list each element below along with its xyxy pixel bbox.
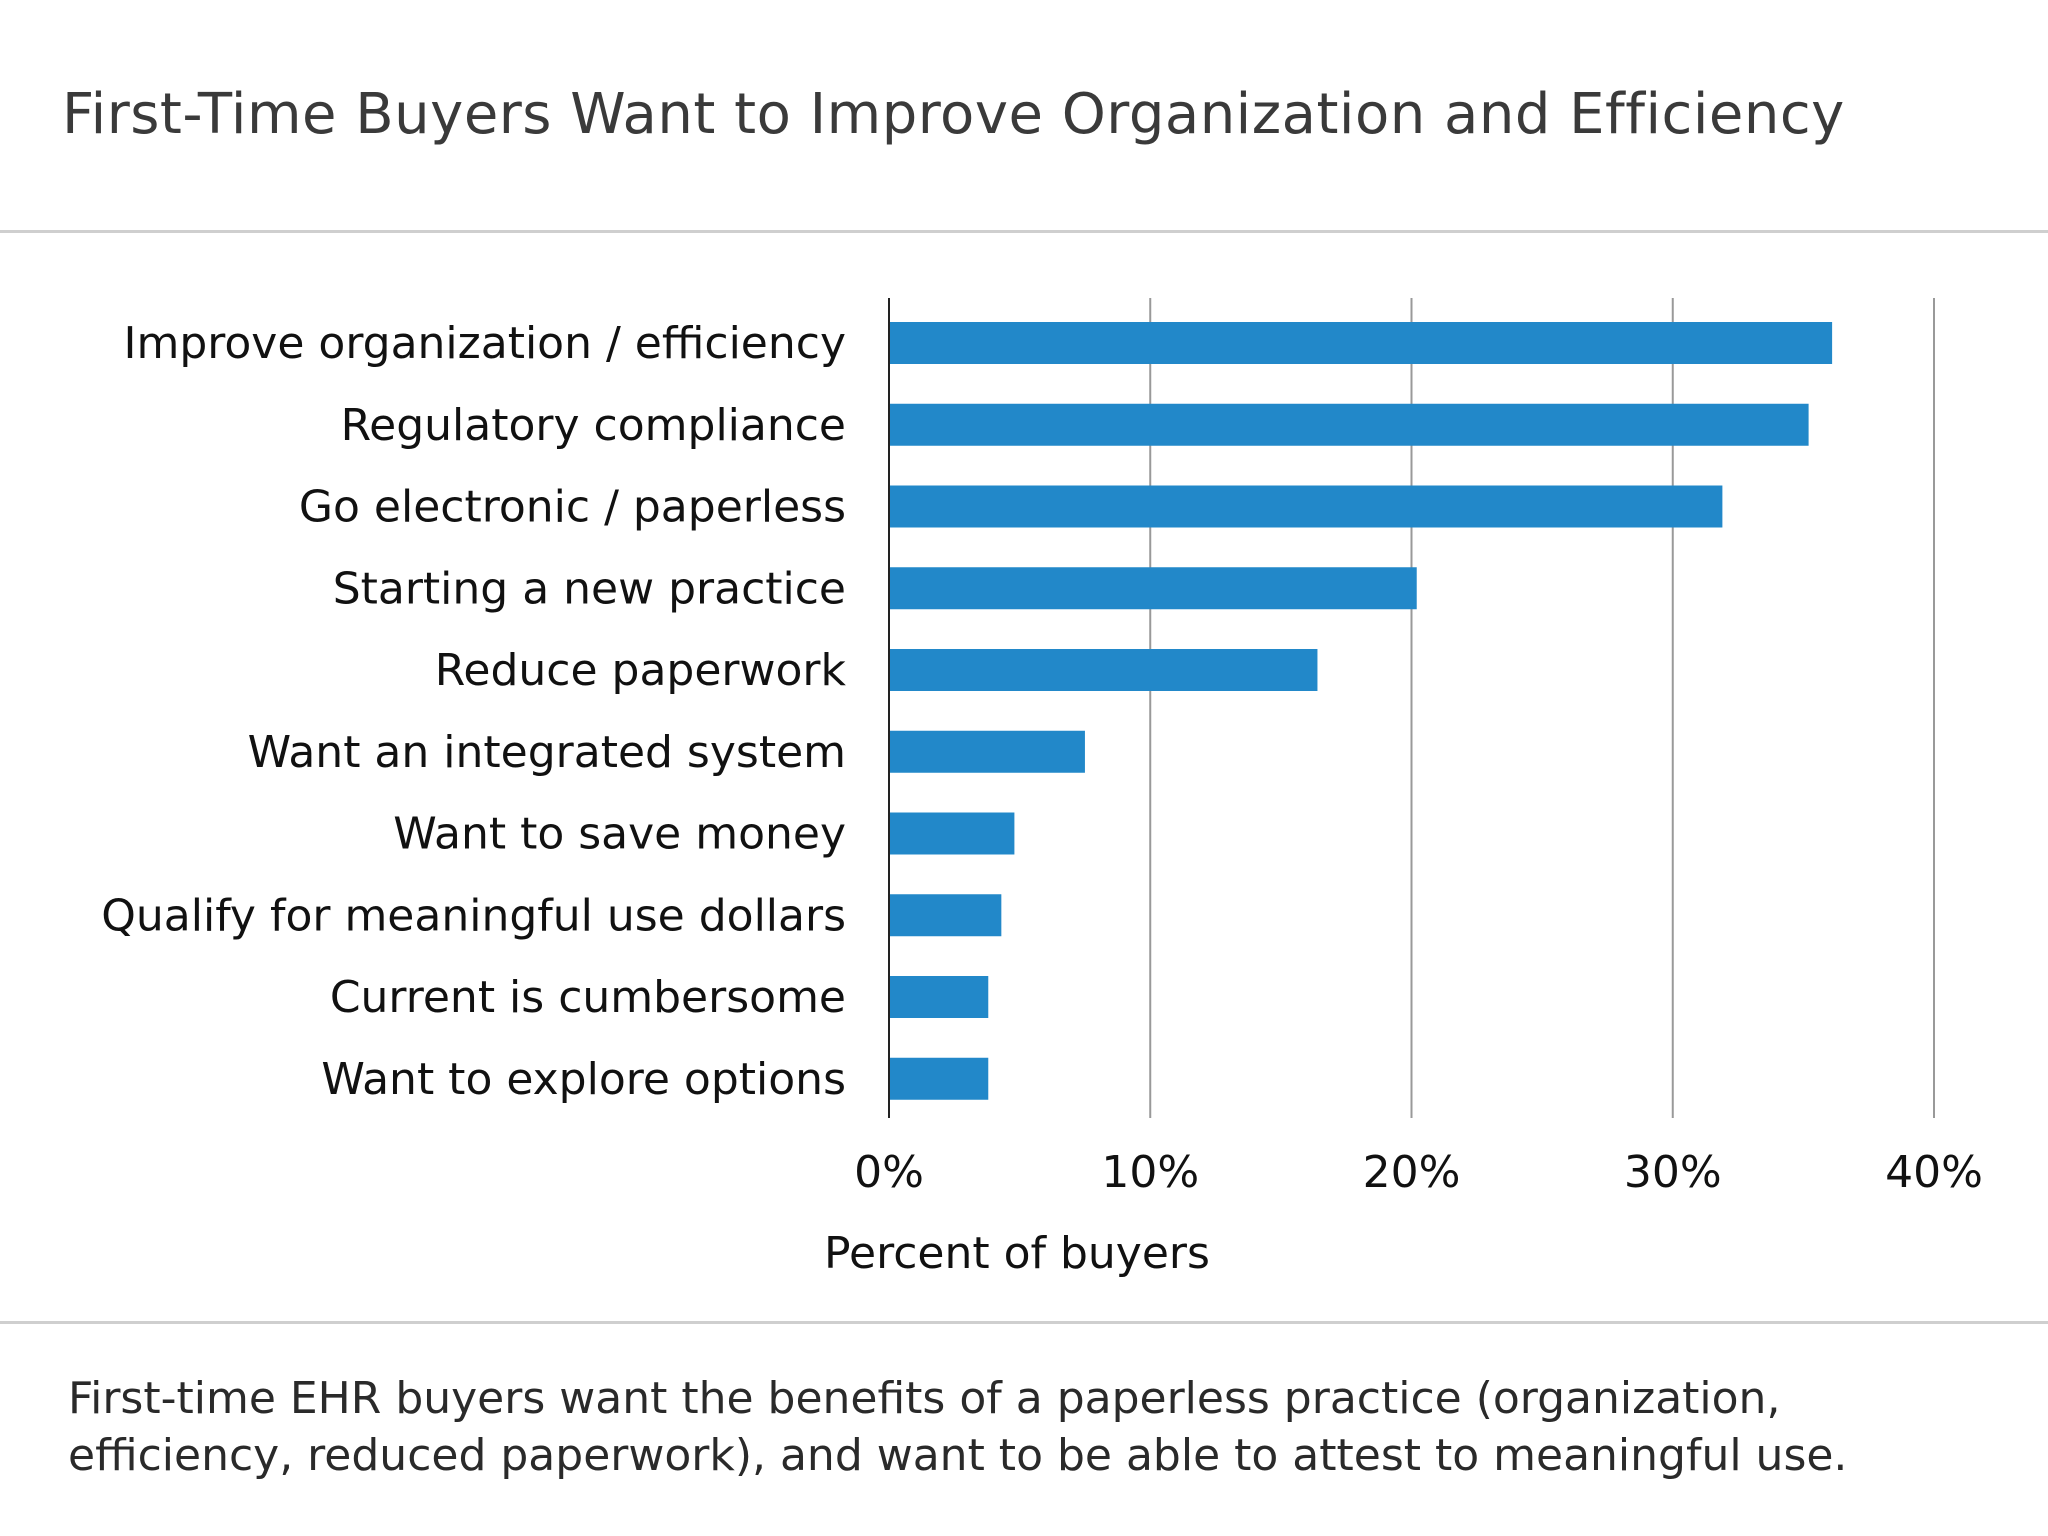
bar (889, 322, 1833, 364)
chart-caption: First-time EHR buyers want the benefits … (68, 1373, 1848, 1481)
bar (889, 567, 1417, 610)
x-tick-label: 0% (854, 1147, 924, 1198)
bar (889, 1057, 989, 1100)
category-label: Current is cumbersome (330, 972, 846, 1023)
category-label: Starting a new practice (333, 563, 846, 614)
bar (889, 403, 1809, 446)
bar (889, 649, 1318, 691)
bottom-divider (0, 1321, 2048, 1324)
category-label: Qualify for meaningful use dollars (101, 890, 846, 941)
bar (889, 976, 989, 1018)
chart-title: First-Time Buyers Want to Improve Organi… (62, 82, 1845, 147)
bar-chart: Improve organization / efficiency Regulat… (101, 298, 1983, 1279)
x-tick-label: 10% (1101, 1147, 1199, 1198)
bar (889, 812, 1015, 855)
bar (889, 894, 1002, 937)
category-label: Want an integrated system (248, 727, 846, 778)
x-tick-label: 40% (1885, 1147, 1983, 1198)
category-label: Improve organization / efficiency (124, 318, 847, 369)
category-label: Regulatory compliance (341, 400, 846, 451)
bar (889, 730, 1085, 773)
category-label: Reduce paperwork (435, 645, 847, 696)
top-divider (0, 230, 2048, 233)
x-axis-title: Percent of buyers (824, 1228, 1210, 1279)
x-tick-label: 30% (1624, 1147, 1722, 1198)
category-label: Go electronic / paperless (299, 482, 846, 533)
bar (889, 485, 1723, 528)
category-label: Want to explore options (321, 1054, 846, 1105)
x-tick-label: 20% (1363, 1147, 1461, 1198)
category-label: Want to save money (393, 809, 846, 860)
